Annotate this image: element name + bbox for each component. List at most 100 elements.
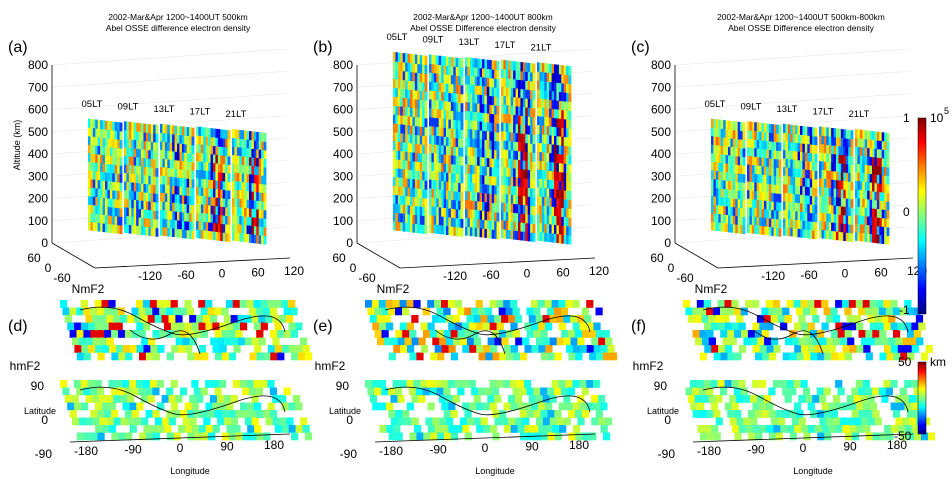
- density-cell: [465, 172, 468, 183]
- density-cell: [412, 107, 416, 117]
- density-cell: [790, 193, 794, 203]
- density-cell: [869, 216, 873, 226]
- hmf2-cell: [554, 432, 562, 441]
- nmf2-cell: [212, 345, 220, 353]
- density-cell: [184, 186, 188, 196]
- density-cell: [807, 152, 811, 162]
- density-cell: [205, 170, 209, 180]
- density-cell: [732, 206, 736, 216]
- density-cell: [539, 142, 543, 153]
- density-cell: [527, 178, 531, 188]
- hmf2-cell: [179, 387, 188, 396]
- density-cell: [525, 116, 529, 126]
- density-cell: [730, 129, 734, 139]
- density-cell: [537, 80, 540, 90]
- altitude-tick: 500: [28, 125, 48, 139]
- density-cell: [232, 197, 235, 207]
- density-cell: [412, 187, 416, 198]
- density-cell: [455, 102, 459, 112]
- density-cell: [200, 135, 204, 145]
- hmf2-cell: [62, 387, 70, 396]
- density-cell: [179, 177, 183, 187]
- density-cell: [505, 95, 509, 106]
- density-cell: [776, 227, 779, 237]
- density-cell: [198, 212, 202, 222]
- density-cell: [405, 133, 408, 143]
- density-cell: [862, 138, 866, 148]
- nmf2-cell: [766, 345, 774, 353]
- density-cell: [513, 203, 516, 213]
- nmf2-cell: [117, 307, 125, 316]
- nmf2-cell: [849, 345, 857, 353]
- density-cell: [450, 217, 454, 227]
- density-cell: [107, 146, 111, 156]
- nmf2-cell: [727, 352, 735, 361]
- density-cell: [90, 127, 94, 137]
- density-cell: [761, 182, 765, 192]
- density-cell: [759, 131, 762, 141]
- density-cell: [117, 182, 120, 192]
- density-cell: [181, 160, 185, 170]
- density-cell: [718, 170, 722, 180]
- density-cell: [438, 198, 442, 208]
- density-cell: [768, 175, 772, 185]
- density-cell: [422, 82, 425, 92]
- density-cell: [436, 215, 440, 225]
- nmf2-cell: [759, 345, 767, 353]
- hmf2-cell: [430, 432, 438, 441]
- density-cell: [225, 207, 228, 216]
- density-cell: [441, 91, 444, 101]
- density-cell: [107, 215, 111, 225]
- hmf2-cell: [689, 380, 698, 388]
- hmf2-cell: [469, 402, 477, 411]
- density-cell: [539, 80, 543, 90]
- density-cell: [787, 192, 791, 202]
- density-cell: [872, 191, 875, 201]
- density-cell: [397, 52, 401, 62]
- density-cell: [145, 166, 149, 176]
- density-cell: [217, 129, 221, 139]
- density-cell: [400, 213, 404, 223]
- density-cell: [713, 161, 717, 171]
- density-cell: [501, 139, 504, 150]
- density-cell: [503, 86, 507, 97]
- nmf2-cell: [443, 330, 451, 338]
- density-cell: [484, 157, 488, 167]
- density-cell: [417, 143, 421, 154]
- density-cell: [479, 58, 483, 69]
- hmf2-cell: [740, 387, 748, 396]
- hmf2-cell: [127, 417, 135, 426]
- nmf2-cell: [855, 300, 863, 308]
- density-cell: [400, 168, 404, 178]
- density-cell: [472, 227, 476, 237]
- density-cell: [460, 58, 464, 68]
- density-cell: [568, 155, 572, 165]
- nmf2-cell: [445, 315, 453, 323]
- density-cell: [821, 169, 825, 179]
- density-cell: [208, 145, 211, 155]
- density-cell: [198, 143, 202, 153]
- density-cell: [424, 207, 428, 217]
- density-cell: [551, 233, 555, 243]
- hmf2-cell: [558, 402, 566, 411]
- density-cell: [482, 148, 485, 158]
- density-cell: [431, 143, 435, 154]
- density-cell: [491, 113, 495, 124]
- nmf2-cell: [78, 337, 87, 346]
- density-cell: [429, 152, 432, 162]
- density-cell: [208, 230, 211, 240]
- hmf2-cell: [106, 417, 114, 426]
- density-cell: [785, 218, 789, 228]
- density-cell: [107, 121, 111, 130]
- density-cell: [486, 68, 490, 78]
- density-cell: [558, 189, 562, 199]
- hmf2-cell: [193, 387, 201, 396]
- density-cell: [95, 119, 99, 129]
- nmf2-cell: [152, 352, 160, 361]
- density-cell: [227, 130, 231, 140]
- lt-slice: [855, 129, 890, 245]
- density-cell: [162, 158, 166, 168]
- density-cell: [90, 144, 94, 154]
- density-cell: [455, 128, 459, 139]
- density-cell: [730, 206, 734, 216]
